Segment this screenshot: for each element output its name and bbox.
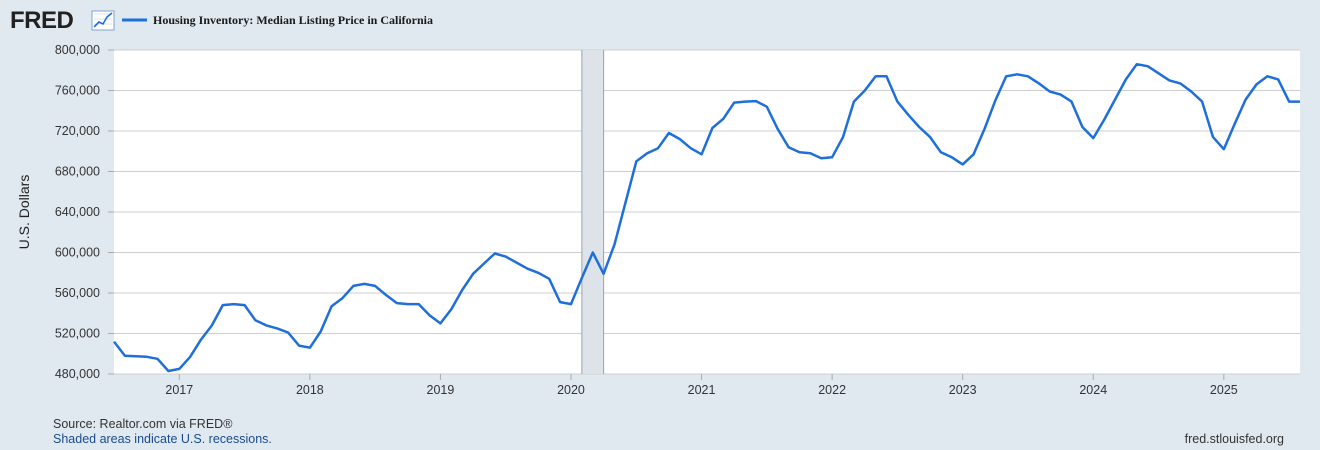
x-tick-label: 2020 [557, 383, 585, 397]
series-layer [113, 62, 1300, 373]
y-tick-label: 560,000 [55, 286, 100, 300]
x-tick-label: 2022 [818, 383, 846, 397]
y-tick-label: 680,000 [55, 165, 100, 179]
x-tick-label: 2017 [165, 383, 193, 397]
y-tick-label: 800,000 [55, 43, 100, 57]
x-tick-label: 2018 [296, 383, 324, 397]
x-tick-label: 2021 [688, 383, 716, 397]
fred-url-link[interactable]: fred.stlouisfed.org [1184, 432, 1284, 446]
recession-shading [581, 50, 605, 374]
y-tick-label: 640,000 [55, 205, 100, 219]
recession-note: Shaded areas indicate U.S. recessions. [53, 432, 272, 446]
fred-logo[interactable]: FRED [10, 7, 115, 34]
fred-logo-text: FRED [10, 7, 74, 34]
gridlines [114, 49, 1300, 375]
y-tick-label: 720,000 [55, 124, 100, 138]
trend-line-icon [91, 10, 115, 31]
y-axis-label: U.S. Dollars [16, 175, 32, 250]
x-tick-label: 2019 [427, 383, 455, 397]
x-tick-label: 2025 [1210, 383, 1238, 397]
y-tick-label: 480,000 [55, 367, 100, 381]
x-tick-label: 2024 [1079, 383, 1107, 397]
y-tick-label: 520,000 [55, 327, 100, 341]
y-tick-label: 600,000 [55, 246, 100, 260]
chart-legend: Housing Inventory: Median Listing Price … [122, 13, 433, 27]
source-note: Source: Realtor.com via FRED® [53, 417, 233, 431]
legend-label: Housing Inventory: Median Listing Price … [153, 13, 433, 27]
series-line[interactable] [113, 62, 1300, 373]
x-tick-label: 2023 [949, 383, 977, 397]
y-tick-label: 760,000 [55, 84, 100, 98]
recession-band [581, 50, 604, 374]
y-axis-ticks: 480,000 520,000 560,000 600,000 640,000 680,0… [55, 43, 114, 381]
x-axis-ticks: 2017 2018 2019 2020 2021 2022 2023 2024 2025 [165, 374, 1238, 397]
